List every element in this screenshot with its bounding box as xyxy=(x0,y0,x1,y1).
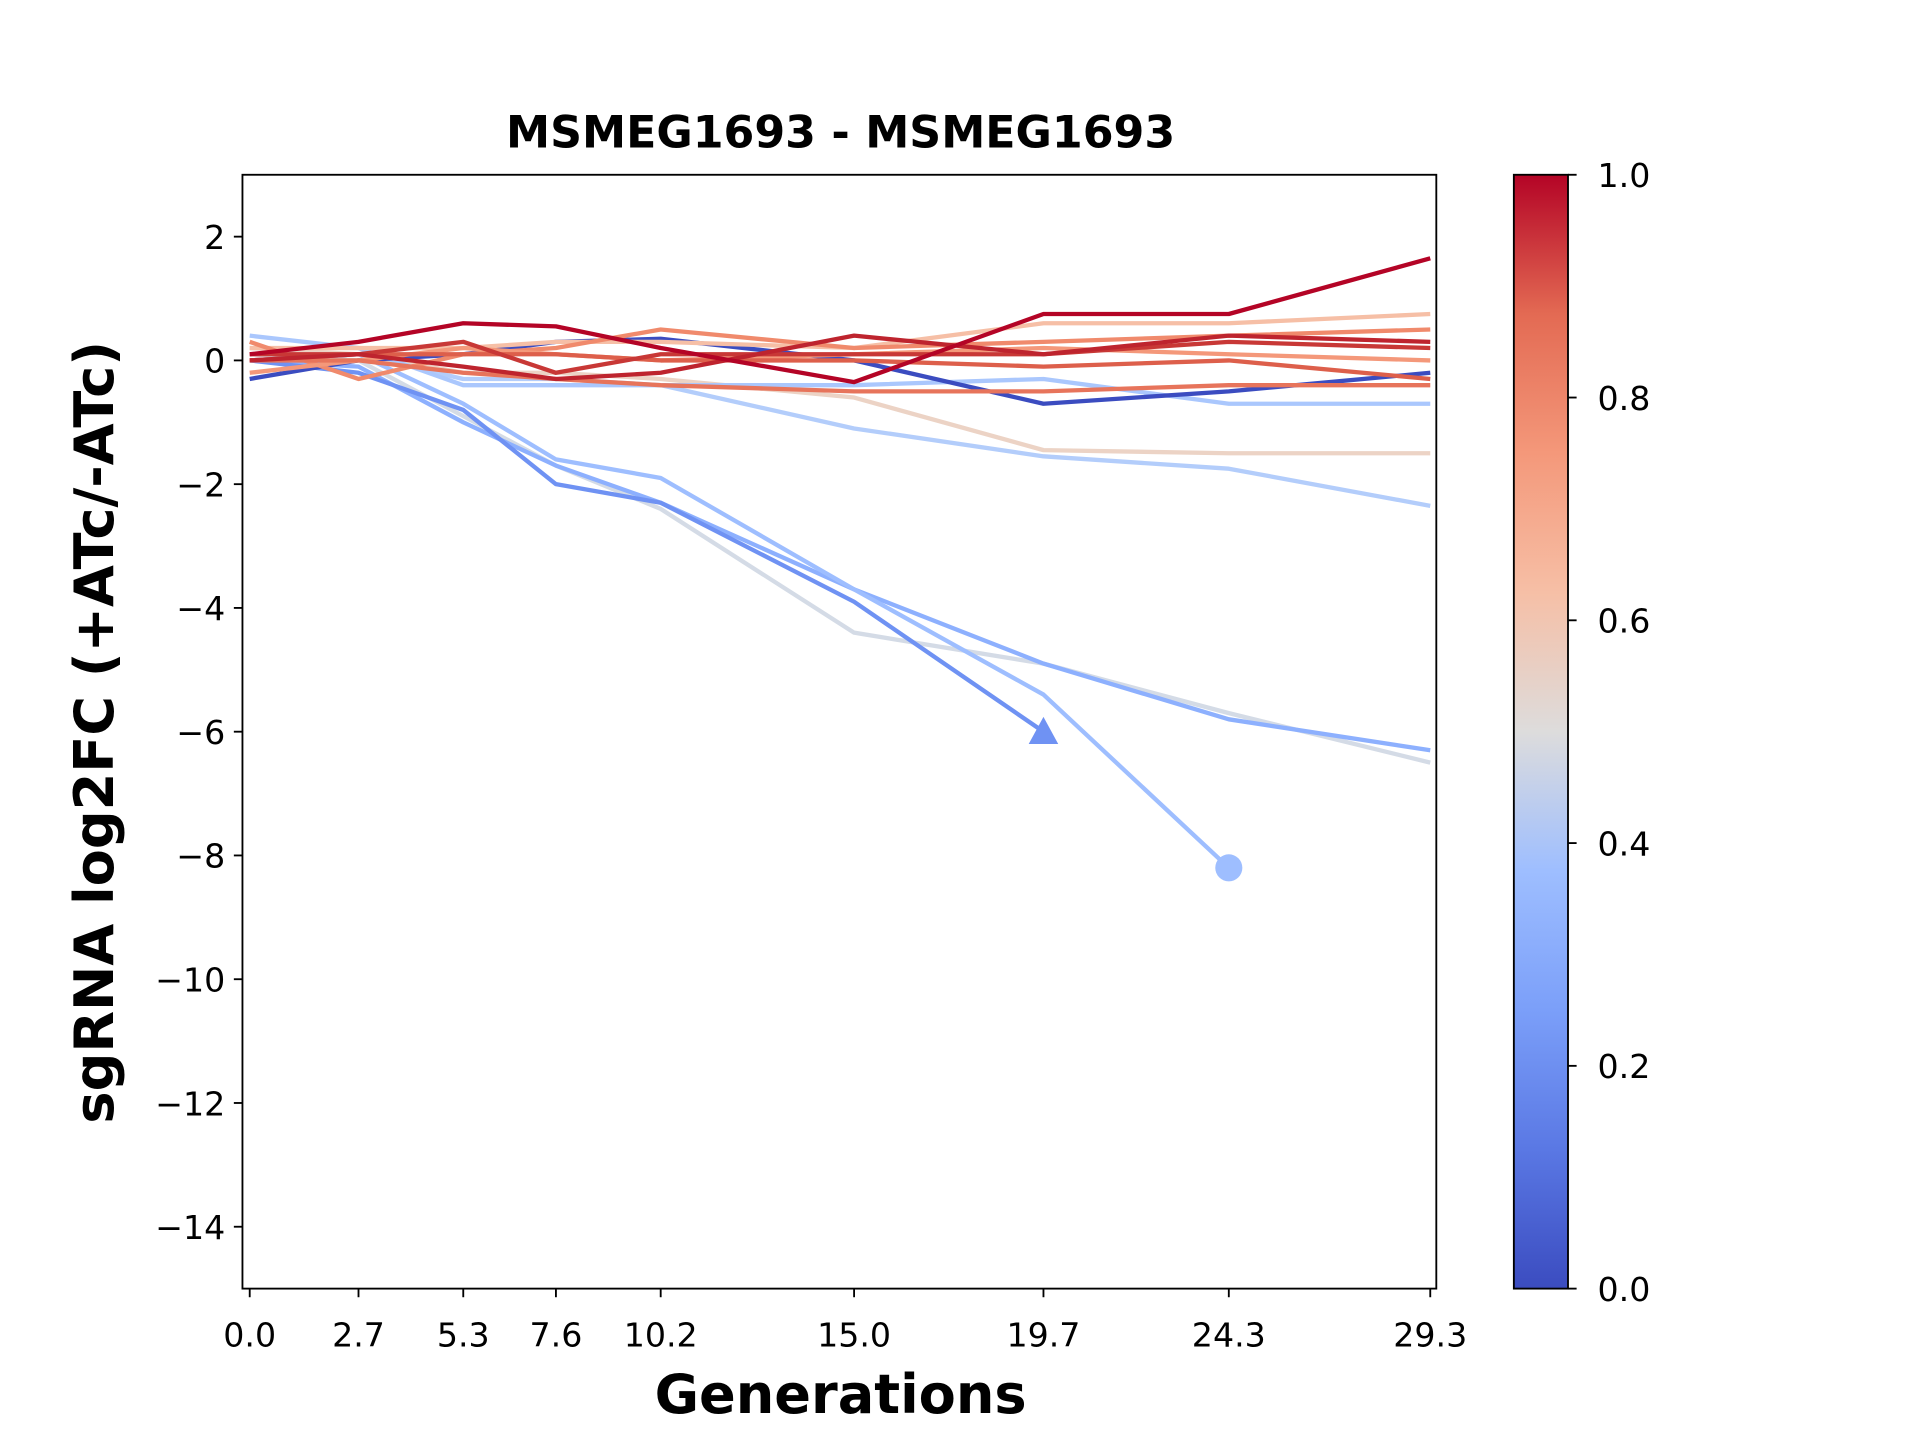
x-axis-label: Generations xyxy=(655,1363,1027,1426)
series-line xyxy=(249,352,1231,870)
colorbar-tick-label: 0.2 xyxy=(1598,1047,1651,1086)
series-line xyxy=(249,358,1431,753)
colorbar-tick-label: 1.0 xyxy=(1598,156,1651,195)
colorbar-tick-label: 0.8 xyxy=(1598,379,1651,418)
y-tick-label: −10 xyxy=(155,961,225,1000)
series-line xyxy=(249,339,1431,375)
y-tick-label: −2 xyxy=(176,465,225,504)
end-marker xyxy=(1215,854,1243,882)
y-tick-label: −14 xyxy=(155,1208,225,1247)
x-tick-label: 29.3 xyxy=(1393,1315,1467,1354)
x-tick-label: 2.7 xyxy=(332,1315,385,1354)
y-tick-label: 2 xyxy=(204,218,225,257)
y-tick-label: −8 xyxy=(176,837,225,876)
colorbar-tick-label: 0.4 xyxy=(1598,824,1651,863)
y-tick-label: −12 xyxy=(155,1084,225,1123)
y-axis-label: sgRNA log2FC (+ATc/-ATc) xyxy=(63,341,126,1124)
colorbar xyxy=(1512,173,1569,1290)
colorbar-tick-label: 0.0 xyxy=(1598,1270,1651,1309)
series-line xyxy=(249,256,1431,385)
x-tick-label: 0.0 xyxy=(223,1315,276,1354)
series-line xyxy=(249,358,1431,394)
y-tick-label: −6 xyxy=(176,713,225,752)
plot-lines xyxy=(249,256,1431,870)
series-line xyxy=(249,358,1045,734)
x-tick-label: 5.3 xyxy=(437,1315,490,1354)
y-tick-label: −4 xyxy=(176,589,225,628)
x-tick-label: 7.6 xyxy=(530,1315,583,1354)
series-line xyxy=(249,327,1431,382)
x-tick-label: 10.2 xyxy=(624,1315,698,1354)
series-line xyxy=(249,352,1431,508)
x-tick-label: 19.7 xyxy=(1006,1315,1080,1354)
x-tick-label: 24.3 xyxy=(1192,1315,1266,1354)
series-line xyxy=(249,352,1431,765)
y-tick-label: 0 xyxy=(204,342,225,381)
colorbar-tick-label: 0.6 xyxy=(1598,602,1651,641)
end-marker xyxy=(1028,716,1059,744)
chart-title: MSMEG1693 - MSMEG1693 xyxy=(506,108,1175,159)
series-line xyxy=(249,333,1431,382)
series-line xyxy=(249,352,1431,382)
x-tick-label: 15.0 xyxy=(817,1315,891,1354)
